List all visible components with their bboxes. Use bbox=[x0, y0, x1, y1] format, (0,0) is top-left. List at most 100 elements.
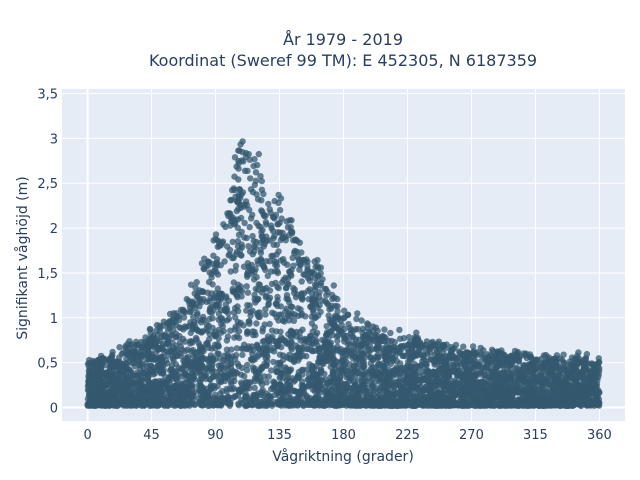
data-point bbox=[274, 269, 282, 277]
data-point bbox=[296, 389, 304, 396]
data-point bbox=[354, 385, 362, 393]
data-point bbox=[266, 287, 274, 294]
data-point bbox=[246, 223, 253, 231]
data-point bbox=[427, 356, 434, 363]
data-point bbox=[253, 320, 260, 327]
data-point bbox=[308, 320, 316, 327]
data-point bbox=[275, 248, 282, 255]
data-point bbox=[284, 402, 291, 409]
data-point bbox=[204, 339, 211, 347]
data-point bbox=[437, 365, 444, 372]
data-point bbox=[525, 368, 532, 376]
data-point bbox=[381, 377, 388, 385]
data-point bbox=[269, 252, 277, 260]
data-point bbox=[317, 270, 324, 277]
data-point bbox=[471, 350, 478, 357]
data-point bbox=[367, 399, 374, 406]
data-point bbox=[252, 285, 259, 293]
data-point bbox=[117, 371, 124, 378]
data-point bbox=[168, 366, 175, 373]
data-point bbox=[192, 326, 200, 333]
data-point bbox=[393, 347, 401, 354]
data-point bbox=[300, 271, 307, 278]
data-point bbox=[229, 254, 236, 262]
data-point bbox=[205, 278, 213, 286]
data-point bbox=[501, 388, 509, 395]
data-point bbox=[395, 378, 403, 385]
data-point bbox=[334, 362, 341, 370]
data-point bbox=[251, 268, 258, 275]
data-point bbox=[291, 387, 298, 395]
data-point bbox=[258, 186, 266, 193]
data-point bbox=[194, 311, 201, 318]
data-point bbox=[348, 390, 356, 397]
data-point bbox=[264, 272, 271, 280]
data-point bbox=[270, 378, 277, 385]
data-point bbox=[323, 388, 330, 395]
data-point bbox=[243, 367, 251, 374]
data-point bbox=[263, 379, 270, 386]
data-point bbox=[234, 238, 242, 245]
data-point bbox=[237, 283, 244, 290]
data-point bbox=[559, 367, 567, 374]
data-point bbox=[94, 391, 101, 399]
data-point bbox=[292, 236, 299, 244]
data-point bbox=[146, 341, 153, 348]
data-point bbox=[221, 365, 228, 372]
data-point bbox=[360, 349, 367, 357]
data-point bbox=[223, 385, 230, 393]
data-point bbox=[517, 352, 524, 360]
data-point bbox=[116, 344, 123, 351]
data-point bbox=[244, 167, 251, 175]
data-point bbox=[292, 342, 300, 349]
data-point bbox=[249, 251, 256, 258]
data-point bbox=[413, 329, 420, 336]
data-point bbox=[127, 390, 134, 397]
data-point bbox=[365, 321, 372, 328]
data-point bbox=[304, 366, 311, 373]
data-point bbox=[212, 294, 219, 301]
data-point bbox=[127, 370, 135, 377]
data-point bbox=[308, 313, 315, 320]
data-point bbox=[214, 350, 221, 357]
data-point bbox=[300, 382, 307, 390]
data-point bbox=[290, 378, 297, 385]
data-point bbox=[325, 312, 332, 319]
data-point bbox=[160, 348, 168, 355]
data-point bbox=[105, 379, 112, 386]
data-point bbox=[272, 259, 280, 266]
data-point bbox=[311, 388, 319, 395]
data-point bbox=[192, 400, 199, 407]
data-point bbox=[360, 399, 367, 407]
data-point bbox=[274, 302, 281, 310]
data-point bbox=[386, 402, 393, 409]
data-point bbox=[341, 325, 348, 333]
data-point bbox=[246, 264, 253, 271]
data-point bbox=[512, 356, 519, 364]
data-point bbox=[397, 400, 404, 407]
data-point bbox=[487, 397, 494, 405]
data-point bbox=[494, 348, 501, 355]
data-point bbox=[212, 235, 219, 243]
data-point bbox=[579, 389, 586, 397]
data-point bbox=[245, 243, 252, 250]
data-point bbox=[126, 377, 133, 384]
data-point bbox=[250, 367, 258, 374]
data-point bbox=[209, 260, 217, 267]
data-point bbox=[452, 341, 460, 349]
data-point bbox=[97, 365, 105, 372]
data-point bbox=[187, 307, 195, 315]
data-point bbox=[361, 362, 368, 370]
data-point bbox=[187, 281, 195, 288]
data-point bbox=[276, 311, 283, 318]
data-point bbox=[387, 329, 394, 337]
data-point bbox=[247, 312, 254, 319]
data-point bbox=[291, 286, 298, 293]
data-point bbox=[168, 394, 175, 401]
data-point bbox=[253, 219, 260, 227]
data-point bbox=[489, 381, 496, 388]
data-point bbox=[386, 381, 394, 388]
data-point bbox=[227, 360, 234, 367]
data-point bbox=[318, 401, 326, 408]
